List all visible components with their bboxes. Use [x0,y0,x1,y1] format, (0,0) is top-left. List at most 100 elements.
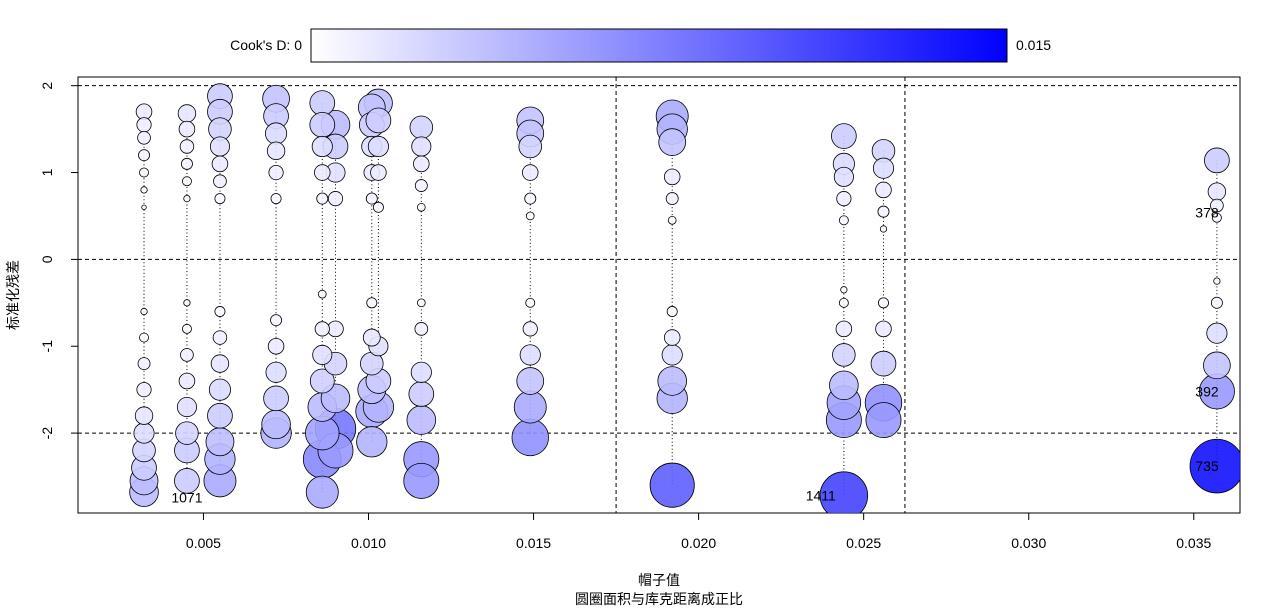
bubble-85 [1206,322,1228,344]
bubble-120 [522,321,538,337]
bubble-151 [525,297,536,308]
bubble-102 [211,155,229,173]
bubble-134 [270,314,283,327]
bubble-159 [667,215,677,225]
bubble-163 [183,299,191,307]
bubble-57 [365,107,392,134]
bubble-65 [175,421,199,445]
y-tick-label-1: 1 [39,168,55,176]
bubble-82 [519,344,541,366]
bubble-97 [1207,182,1227,201]
y-tick-label-2: 0 [39,255,55,263]
y-tick-label-4: -2 [39,427,55,440]
bubble-114 [875,320,892,338]
bubble-144 [372,201,384,213]
bubble-117 [268,164,284,181]
bubble-88 [312,344,333,365]
bubble-74 [265,122,288,145]
x-tick-label-1: 0.010 [351,535,386,551]
point-labels: 1071 1411 378 392 735 [171,204,1219,505]
bubble-146 [877,297,889,309]
bubble-153 [838,297,849,308]
bubble-31 [406,405,437,435]
bubble-86 [176,397,197,418]
bubble-128 [1210,198,1224,213]
bubble-81 [410,361,432,383]
bubble-101 [178,372,196,390]
bubble-112 [835,320,853,338]
bubble-92 [833,166,854,187]
bubble-60 [831,123,857,149]
bubble-95 [210,354,230,373]
bubble-154 [1211,212,1222,223]
bubble-98 [362,328,381,347]
bubble-109 [521,164,539,181]
bubble-122 [179,139,195,154]
point-label-3: 392 [1195,383,1219,399]
bubble-33 [829,370,859,401]
colorbar-label: Cook's D: 0 [230,37,302,53]
bubble-121 [836,191,852,207]
bubble-139 [1210,296,1223,309]
bubble-9 [403,462,440,499]
point-label-1: 1411 [806,488,836,504]
x-axis: 0.005 0.010 0.015 0.020 0.025 0.030 0.035 [186,513,1212,551]
bubble-47 [174,468,200,494]
bubble-103 [267,337,285,355]
bubble-164 [840,286,848,294]
bubble-0 [1189,438,1240,494]
bubble-16 [305,475,339,509]
y-axis-title: 标准化残差 [5,260,21,330]
bubble-156 [416,202,426,212]
bubble-84 [872,157,895,179]
bubble-116 [136,382,152,398]
bubble-137 [524,192,537,205]
bubble-150 [181,323,192,334]
bubble-76 [133,422,155,444]
bubble-140 [214,193,226,205]
bubble-147 [139,167,149,178]
bubble-44 [1203,351,1231,380]
point-label-2: 378 [1195,204,1219,220]
bubble-127 [414,322,429,336]
bubble-61 [870,350,897,377]
x-tick-label-0: 0.005 [186,535,221,551]
bubble-52 [263,385,289,412]
bubble-132 [138,149,150,162]
bubble-59 [408,381,435,407]
bubble-130 [414,179,428,192]
bubble-27 [261,409,291,440]
bubble-165 [879,225,888,233]
bubble-155 [317,289,327,299]
bubble-118 [314,321,330,337]
bubble-138 [877,205,890,218]
x-tick-label-6: 0.035 [1176,535,1211,551]
colorbar-max-label: 0.015 [1016,37,1051,53]
bubble-148 [139,332,149,343]
point-label-0: 1071 [171,489,202,505]
bubble-73 [208,378,231,401]
bubble-35 [205,427,235,457]
bubble-62 [1204,147,1230,174]
bubble-53 [309,90,336,116]
bubble-87 [209,136,230,157]
bubble-43 [658,128,687,156]
bubble-145 [666,306,678,317]
bubble-22 [356,426,388,458]
bubble-124 [137,130,151,145]
bubble-133 [180,157,193,170]
bubble-166 [1213,277,1221,285]
residual-connectors [143,96,1218,496]
bubble-96 [266,141,286,161]
bubble-110 [663,168,681,186]
bubble-69 [409,115,434,140]
bubbles [129,83,1240,513]
bubble-129 [137,357,151,371]
bubble-78 [311,135,333,158]
bubble-32 [657,366,687,396]
x-tick-label-5: 0.030 [1011,535,1046,551]
bubble-108 [413,155,430,173]
bubble-162 [183,194,191,203]
bubble-11 [865,402,902,439]
